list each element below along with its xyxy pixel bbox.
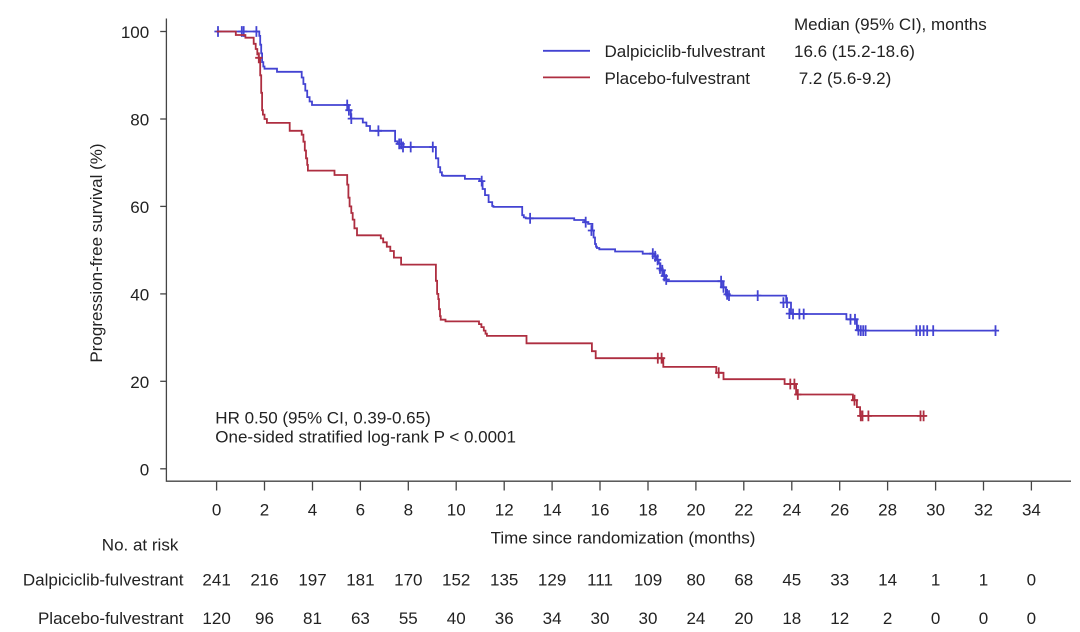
svg-text:170: 170 xyxy=(394,571,422,590)
svg-text:32: 32 xyxy=(974,501,993,520)
svg-text:0: 0 xyxy=(212,501,221,520)
svg-text:20: 20 xyxy=(130,373,149,392)
svg-text:24: 24 xyxy=(686,609,705,628)
svg-text:0: 0 xyxy=(931,609,940,628)
svg-text:6: 6 xyxy=(356,501,365,520)
svg-text:100: 100 xyxy=(121,23,149,42)
svg-text:HR 0.50 (95% CI, 0.39-0.65): HR 0.50 (95% CI, 0.39-0.65) xyxy=(215,409,430,428)
svg-text:Dalpiciclib-fulvestrant: Dalpiciclib-fulvestrant xyxy=(605,42,766,61)
svg-text:36: 36 xyxy=(495,609,514,628)
svg-text:16: 16 xyxy=(591,501,610,520)
svg-text:60: 60 xyxy=(130,198,149,217)
svg-text:12: 12 xyxy=(830,609,849,628)
svg-text:28: 28 xyxy=(878,501,897,520)
svg-text:81: 81 xyxy=(303,609,322,628)
svg-text:4: 4 xyxy=(308,501,317,520)
svg-text:96: 96 xyxy=(255,609,274,628)
svg-text:33: 33 xyxy=(830,571,849,590)
svg-text:0: 0 xyxy=(1027,609,1036,628)
svg-text:30: 30 xyxy=(926,501,945,520)
svg-text:30: 30 xyxy=(639,609,658,628)
svg-text:34: 34 xyxy=(543,609,562,628)
svg-text:8: 8 xyxy=(404,501,413,520)
svg-text:0: 0 xyxy=(140,460,149,479)
svg-text:Time since randomization (mont: Time since randomization (months) xyxy=(491,529,756,548)
svg-text:109: 109 xyxy=(634,571,662,590)
svg-text:Dalpiciclib-fulvestrant: Dalpiciclib-fulvestrant xyxy=(23,571,184,590)
svg-text:20: 20 xyxy=(734,609,753,628)
svg-text:40: 40 xyxy=(130,286,149,305)
svg-text:Median (95% CI), months: Median (95% CI), months xyxy=(794,15,987,34)
svg-text:111: 111 xyxy=(587,571,613,590)
svg-text:1: 1 xyxy=(979,571,988,590)
svg-text:14: 14 xyxy=(878,571,897,590)
svg-text:24: 24 xyxy=(782,501,801,520)
svg-text:18: 18 xyxy=(782,609,801,628)
svg-text:80: 80 xyxy=(686,571,705,590)
svg-text:181: 181 xyxy=(346,571,374,590)
svg-text:68: 68 xyxy=(734,571,753,590)
svg-text:34: 34 xyxy=(1022,501,1041,520)
svg-text:80: 80 xyxy=(130,111,149,130)
svg-text:No. at risk: No. at risk xyxy=(102,535,179,554)
svg-text:216: 216 xyxy=(250,571,278,590)
svg-text:One-sided stratified log-rank: One-sided stratified log-rank P < 0.0001 xyxy=(215,427,516,446)
svg-text:Placebo-fulvestrant: Placebo-fulvestrant xyxy=(605,69,751,88)
svg-text:55: 55 xyxy=(399,609,418,628)
svg-text:20: 20 xyxy=(686,501,705,520)
svg-text:129: 129 xyxy=(538,571,566,590)
svg-text:152: 152 xyxy=(442,571,470,590)
svg-text:18: 18 xyxy=(639,501,658,520)
svg-text:63: 63 xyxy=(351,609,370,628)
svg-text:14: 14 xyxy=(543,501,562,520)
svg-text:1: 1 xyxy=(931,571,940,590)
svg-text:12: 12 xyxy=(495,501,514,520)
svg-text:2: 2 xyxy=(260,501,269,520)
svg-text:30: 30 xyxy=(591,609,610,628)
svg-text:2: 2 xyxy=(883,609,892,628)
svg-text:120: 120 xyxy=(202,609,230,628)
svg-text:0: 0 xyxy=(979,609,988,628)
svg-text:26: 26 xyxy=(830,501,849,520)
svg-text:Progression-free survival (%): Progression-free survival (%) xyxy=(87,143,106,362)
svg-text:7.2 (5.6-9.2): 7.2 (5.6-9.2) xyxy=(799,69,892,88)
svg-text:241: 241 xyxy=(202,571,230,590)
svg-text:40: 40 xyxy=(447,609,466,628)
svg-text:197: 197 xyxy=(298,571,326,590)
svg-text:16.6 (15.2-18.6): 16.6 (15.2-18.6) xyxy=(794,42,915,61)
svg-text:22: 22 xyxy=(734,501,753,520)
svg-text:135: 135 xyxy=(490,571,518,590)
svg-text:0: 0 xyxy=(1027,571,1036,590)
svg-text:Placebo-fulvestrant: Placebo-fulvestrant xyxy=(38,609,184,628)
svg-text:10: 10 xyxy=(447,501,466,520)
svg-text:45: 45 xyxy=(782,571,801,590)
